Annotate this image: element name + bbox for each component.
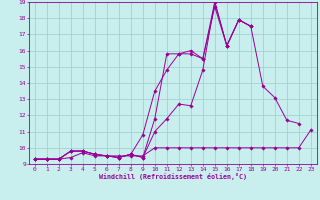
X-axis label: Windchill (Refroidissement éolien,°C): Windchill (Refroidissement éolien,°C) — [99, 173, 247, 180]
